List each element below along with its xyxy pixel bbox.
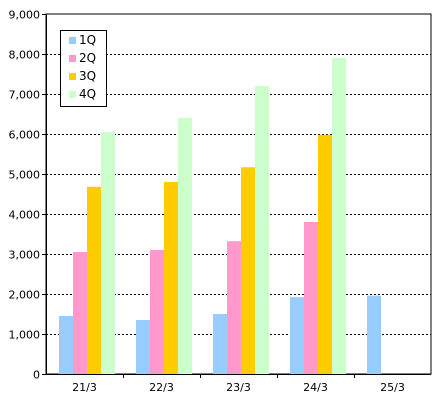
legend-swatch-2q <box>69 55 76 62</box>
bar-3q-24-3 <box>318 134 332 374</box>
bar-3q-22-3 <box>164 182 178 374</box>
legend-swatch-1q <box>69 37 76 44</box>
legend-label-1q: 1Q <box>79 33 96 47</box>
bar-1q-24-3 <box>290 297 304 374</box>
bar-1q-25-3 <box>367 295 381 374</box>
bar-2q-23-3 <box>227 241 241 374</box>
legend: 1Q 2Q 3Q 4Q <box>60 30 107 107</box>
bar-4q-22-3 <box>178 118 192 374</box>
y-tick-label: 2,000 <box>9 289 41 302</box>
y-tick-label: 7,000 <box>9 89 41 102</box>
axes <box>42 14 431 378</box>
legend-box <box>60 30 107 107</box>
bar-3q-23-3 <box>241 167 255 374</box>
x-tick-label: 25/3 <box>380 381 405 394</box>
y-tick-label: 8,000 <box>9 49 41 62</box>
bar-1q-21-3 <box>59 316 73 374</box>
x-tick-label: 24/3 <box>303 381 328 394</box>
bar-4q-23-3 <box>255 86 269 374</box>
y-tick-label: 5,000 <box>9 169 41 182</box>
y-tick-label: 3,000 <box>9 249 41 262</box>
y-tick-label: 1,000 <box>9 329 41 342</box>
bar-2q-24-3 <box>304 222 318 374</box>
bar-2q-21-3 <box>73 252 87 374</box>
x-tick-label: 23/3 <box>226 381 251 394</box>
bars <box>59 58 381 374</box>
bar-1q-23-3 <box>213 314 227 374</box>
legend-swatch-3q <box>69 73 76 80</box>
legend-swatch-4q <box>69 91 76 98</box>
y-tick-label: 4,000 <box>9 209 41 222</box>
legend-label-2q: 2Q <box>79 51 96 65</box>
x-tick-label: 22/3 <box>149 381 174 394</box>
y-tick-label: 6,000 <box>9 129 41 142</box>
y-tick-label: 9,000 <box>9 9 41 22</box>
legend-label-3q: 3Q <box>79 69 96 83</box>
y-tick-label: 0 <box>33 369 40 382</box>
bar-4q-24-3 <box>332 58 346 374</box>
bar-1q-22-3 <box>136 320 150 374</box>
x-tick-label: 21/3 <box>72 381 97 394</box>
y-tick-labels: 0 1,000 2,000 3,000 4,000 5,000 6,000 7,000 8,00… <box>9 9 41 382</box>
legend-label-4q: 4Q <box>79 87 96 101</box>
bar-4q-21-3 <box>101 132 115 374</box>
bar-2q-22-3 <box>150 250 164 374</box>
x-tick-labels: 21/3 22/3 23/3 24/3 25/3 <box>72 381 405 394</box>
bar-3q-21-3 <box>87 186 101 374</box>
